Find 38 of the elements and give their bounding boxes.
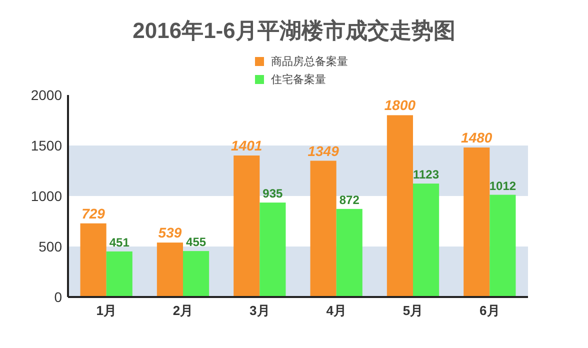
x-tick-label: 5月 (402, 303, 424, 318)
bar (106, 251, 132, 297)
bar (336, 208, 362, 297)
bar (413, 184, 440, 297)
bar (156, 242, 183, 297)
x-tick-label: 2月 (172, 303, 194, 318)
data-label: 539 (158, 224, 182, 241)
data-label: 1480 (461, 130, 492, 146)
bar (490, 194, 516, 297)
data-label: 1401 (231, 138, 262, 154)
bar (183, 251, 210, 297)
y-tick-label: 1000 (30, 188, 62, 204)
chart-title: 2016年1-6月平湖楼市成交走势图 (132, 18, 456, 43)
bar (464, 148, 490, 297)
y-tick-label: 1500 (30, 137, 62, 154)
data-label: 935 (262, 186, 284, 201)
x-tick-label: 6月 (480, 303, 500, 318)
bar (80, 223, 106, 297)
bar (310, 160, 336, 297)
data-label: 455 (186, 235, 206, 250)
data-label: 451 (109, 235, 130, 250)
x-tick-label: 4月 (326, 303, 346, 318)
y-tick-label: 500 (38, 238, 62, 254)
x-tick-label: 3月 (250, 303, 270, 318)
bar (386, 115, 413, 297)
y-tick-label: 2000 (30, 86, 62, 103)
data-label: 1123 (413, 168, 440, 182)
y-tick-label: 0 (54, 288, 62, 305)
data-label: 729 (82, 205, 106, 222)
data-label: 872 (339, 192, 360, 207)
x-tick-label: 1月 (96, 303, 116, 318)
bar (234, 156, 260, 297)
data-label: 1349 (308, 142, 340, 159)
legend-label: 商品房总备案量 (271, 55, 348, 68)
legend-label: 住宅备案量 (271, 73, 326, 86)
data-label: 1012 (489, 178, 516, 193)
data-label: 1800 (384, 97, 416, 114)
bar (260, 202, 286, 297)
